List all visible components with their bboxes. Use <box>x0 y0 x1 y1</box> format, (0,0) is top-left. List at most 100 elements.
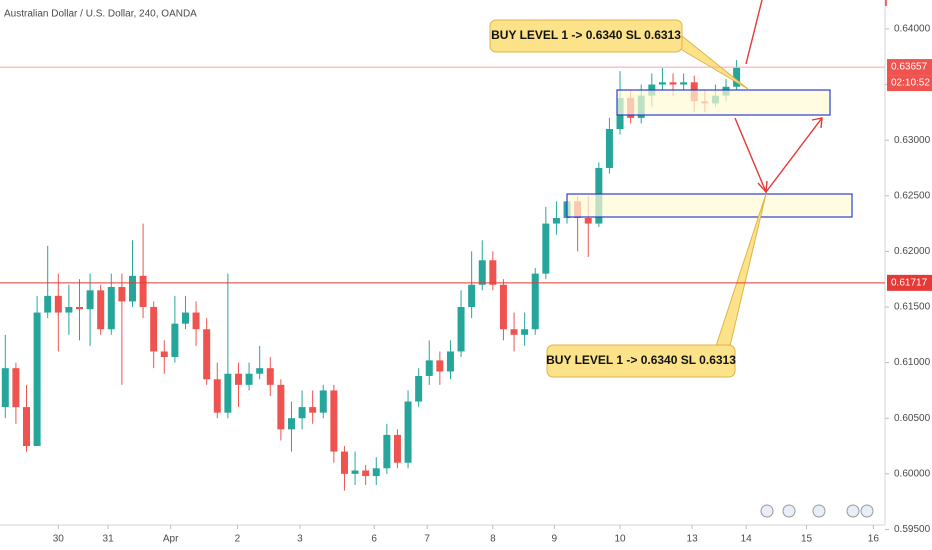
price-tag <box>887 59 932 76</box>
candle-body <box>128 275 136 302</box>
candle-body <box>97 290 105 330</box>
candle-body <box>605 129 613 168</box>
candle-body <box>75 306 83 310</box>
y-tick-label: 0.59500 <box>894 524 931 535</box>
candle-body <box>224 373 232 413</box>
event-icon <box>846 504 860 518</box>
candle-body <box>192 312 200 330</box>
candle-body <box>680 82 688 85</box>
candle-body <box>468 284 476 307</box>
candle-body <box>436 360 444 372</box>
candle-body <box>12 368 20 408</box>
candle-body <box>287 418 295 430</box>
y-tick-label: 0.64000 <box>894 24 931 35</box>
candle-body <box>33 312 41 447</box>
x-tick-label: 8 <box>490 534 496 545</box>
y-tick-label: 0.60500 <box>894 413 931 424</box>
candle-body <box>340 451 348 474</box>
candle-body <box>393 434 401 463</box>
event-icon <box>782 504 796 518</box>
x-tick-label: 31 <box>103 534 115 545</box>
x-tick-label: 7 <box>424 534 430 545</box>
candle-body <box>277 384 285 430</box>
candle-body <box>669 82 677 85</box>
x-tick-label: 2 <box>235 534 241 545</box>
x-tick-label: 16 <box>868 534 880 545</box>
candle-body <box>298 407 306 419</box>
callout: BUY LEVEL 1 -> 0.6340 SL 0.6313 <box>546 193 767 378</box>
callout: BUY LEVEL 1 -> 0.6340 SL 0.6313 <box>489 19 749 90</box>
candle-body <box>542 223 550 274</box>
y-tick-label: 0.61500 <box>894 302 931 313</box>
x-tick-label: 14 <box>741 534 753 545</box>
candle-body <box>415 375 423 402</box>
arrows <box>734 0 887 194</box>
candle-body <box>160 351 168 358</box>
callout-text: BUY LEVEL 1 -> 0.6340 SL 0.6313 <box>546 353 736 367</box>
x-tick-label: 6 <box>371 534 377 545</box>
candle-body <box>1 368 9 408</box>
price-tag-label: 0.63657 <box>891 62 928 73</box>
candle-body <box>425 360 433 376</box>
price-tag-label: 0.61717 <box>891 277 928 288</box>
arrow-path <box>745 0 763 65</box>
arrow-head <box>811 117 823 129</box>
event-icon <box>760 504 774 518</box>
candle-body <box>531 273 539 330</box>
candle-body <box>552 218 560 224</box>
candle-body <box>22 407 30 447</box>
candle-body <box>446 351 454 372</box>
y-tick-label: 0.61000 <box>894 357 931 368</box>
y-tick-label: 0.62000 <box>894 246 931 257</box>
y-tick-label: 0.63000 <box>894 135 931 146</box>
candle-body <box>351 470 359 474</box>
candle-body <box>499 284 507 330</box>
candle-body <box>383 434 391 469</box>
candle-body <box>733 67 741 87</box>
candle-body <box>372 468 380 477</box>
x-tick-label: Apr <box>163 534 179 545</box>
event-icon <box>860 504 874 518</box>
candle-body <box>510 329 518 335</box>
candle-body <box>139 275 147 307</box>
candle-body <box>150 306 158 352</box>
candle-body <box>404 401 412 463</box>
countdown-tag <box>887 75 932 92</box>
callout-text: BUY LEVEL 1 -> 0.6340 SL 0.6313 <box>491 28 681 42</box>
candle-body <box>658 82 666 85</box>
zones <box>566 89 853 218</box>
candle-body <box>245 373 253 385</box>
candle-body <box>65 306 73 313</box>
x-tick-label: 13 <box>687 534 699 545</box>
candle-body <box>319 390 327 413</box>
zone <box>566 193 853 218</box>
candle-body <box>86 290 94 310</box>
candle-body <box>256 368 264 374</box>
candle-body <box>181 312 189 324</box>
candle-body <box>203 329 211 380</box>
arrow-head <box>757 180 768 194</box>
chart-title: Australian Dollar / U.S. Dollar, 240, OA… <box>4 9 197 20</box>
x-tick-label: 30 <box>53 534 65 545</box>
event-icon <box>812 504 826 518</box>
x-tick-label: 15 <box>801 534 813 545</box>
candle-body <box>521 329 529 335</box>
price-tag <box>887 274 932 291</box>
zone <box>616 89 831 116</box>
x-tick-label: 3 <box>297 534 303 545</box>
candle-body <box>266 368 274 385</box>
candle-body <box>309 407 317 413</box>
candle-body <box>362 470 370 477</box>
candle-body <box>457 306 465 352</box>
y-tick-label: 0.60000 <box>894 468 931 479</box>
candle-body <box>478 260 486 285</box>
candle-body <box>489 260 497 285</box>
candle-body <box>54 295 62 313</box>
candle-body <box>330 390 338 452</box>
countdown-label: 02:10:52 <box>891 78 930 89</box>
callout-box <box>546 344 736 378</box>
candle-body <box>584 218 592 224</box>
x-tick-label: 9 <box>552 534 558 545</box>
